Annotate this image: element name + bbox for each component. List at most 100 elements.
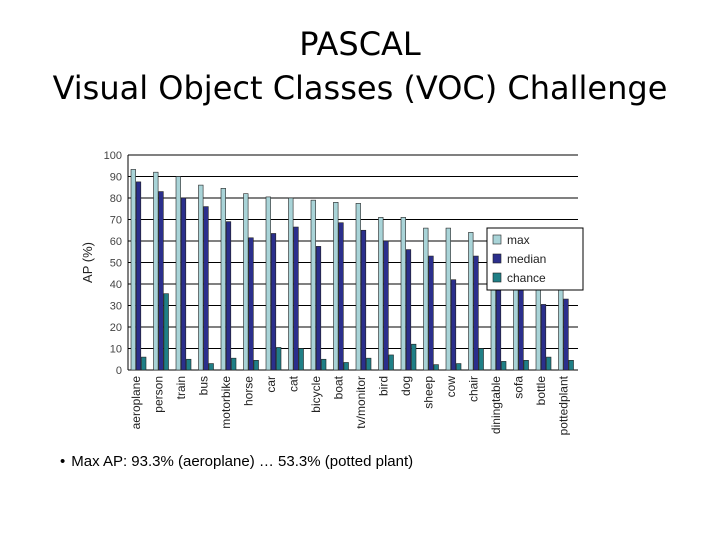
y-tick-label: 50 xyxy=(110,258,122,270)
title-line-1: PASCAL xyxy=(299,25,421,63)
bar-chance xyxy=(478,348,484,371)
bar-chance xyxy=(276,347,282,371)
bar-chance xyxy=(298,348,304,371)
y-axis-label: AP (%) xyxy=(80,242,95,283)
x-tick-label: dog xyxy=(399,376,413,396)
bar-chance xyxy=(568,360,574,371)
bar-median xyxy=(540,304,547,371)
x-tick-label: person xyxy=(151,376,165,413)
bar-chance xyxy=(433,364,439,371)
x-tick-label: bird xyxy=(376,376,390,396)
bar-max xyxy=(333,201,339,371)
x-tick-label: train xyxy=(174,376,188,399)
x-tick-label: car xyxy=(264,376,278,393)
y-tick-label: 20 xyxy=(110,322,122,334)
ap-bar-chart: 0 10 20 30 40 50 60 70 80 90 100 AP (%) aeroplane per… xyxy=(80,150,584,435)
y-tick-label: 80 xyxy=(110,193,122,205)
bar-median xyxy=(158,191,164,371)
bar-chance xyxy=(186,358,192,371)
title-line-2: Visual Object Classes (VOC) Challenge xyxy=(52,69,668,107)
bar-max xyxy=(468,232,474,371)
bar-max xyxy=(288,197,294,371)
y-tick-label: 40 xyxy=(110,279,122,291)
bar-max xyxy=(445,227,451,371)
bar-max xyxy=(265,196,271,371)
bar-chance xyxy=(501,361,507,371)
legend-swatch-median xyxy=(492,253,502,264)
bar-median xyxy=(338,222,344,371)
y-tick-label: 30 xyxy=(110,301,122,313)
bar-median xyxy=(225,221,232,371)
legend-swatch-chance xyxy=(492,272,502,283)
bar-max xyxy=(400,217,406,371)
bar-max xyxy=(423,227,429,371)
x-tick-label: boat xyxy=(331,375,345,399)
bar-median xyxy=(563,298,569,371)
x-tick-label: sheep xyxy=(421,376,435,409)
x-tick-label: horse xyxy=(241,376,255,406)
bar-median xyxy=(450,279,457,371)
x-tick-label: tv/monitor xyxy=(354,376,368,429)
bar-max xyxy=(175,176,181,371)
bullet-text: Max AP: 93.3% (aeroplane) … 53.3% (potte… xyxy=(71,453,414,470)
bar-max xyxy=(220,188,226,371)
bar-chance xyxy=(546,356,552,371)
legend-box xyxy=(486,227,584,291)
bar-median xyxy=(180,197,187,371)
bar-chance xyxy=(388,354,394,371)
x-tick-label: bicycle xyxy=(309,376,323,413)
y-tick-label: 70 xyxy=(110,215,122,227)
bar-median xyxy=(248,237,254,371)
legend-label-chance: chance xyxy=(507,271,546,285)
slide-title: PASCAL Visual Object Classes (VOC) Chall… xyxy=(0,22,720,110)
bar-chance xyxy=(366,357,372,371)
y-tick-label: 10 xyxy=(110,344,122,356)
bar-max xyxy=(153,171,159,371)
bar-chance xyxy=(343,362,349,371)
bar-chance xyxy=(456,363,462,371)
legend-swatch-max xyxy=(492,234,502,245)
x-tick-label: sofa xyxy=(511,376,525,399)
bar-chance xyxy=(411,343,417,371)
bar-max xyxy=(310,199,316,371)
bar-median xyxy=(270,233,277,371)
bar-median xyxy=(315,246,322,371)
bar-chance xyxy=(141,356,147,371)
bar-median xyxy=(473,255,479,371)
bar-median xyxy=(383,240,389,371)
bar-chance xyxy=(321,358,327,371)
x-tick-label: bottle xyxy=(534,376,548,406)
bar-median xyxy=(405,249,412,371)
x-tick-label: chair xyxy=(466,376,480,402)
bar-chance xyxy=(208,363,214,371)
x-tick-label: pottedplant xyxy=(556,375,570,435)
y-tick-label: 90 xyxy=(110,172,122,184)
y-tick-label: 100 xyxy=(104,150,122,162)
bar-max xyxy=(198,184,204,371)
x-tick-label: cow xyxy=(444,376,458,398)
bar-chance xyxy=(253,360,259,371)
y-tick-label: 60 xyxy=(110,236,122,248)
bar-chance xyxy=(163,293,169,371)
bar-median xyxy=(203,206,209,371)
bar-max xyxy=(130,169,136,371)
x-tick-label: aeroplane xyxy=(129,376,143,430)
bar-max xyxy=(378,217,384,371)
bar-chance xyxy=(523,360,529,371)
x-tick-label: diningtable xyxy=(489,376,503,434)
bar-median xyxy=(428,255,434,371)
y-tick-label: 0 xyxy=(116,365,122,377)
bar-median xyxy=(293,226,299,371)
bar-median xyxy=(135,181,142,371)
x-tick-label: cat xyxy=(286,375,300,392)
legend-label-median: median xyxy=(507,252,546,266)
bar-chance xyxy=(231,357,237,371)
bullet-point: • Max AP: 93.3% (aeroplane) … 53.3% (pott… xyxy=(60,453,413,470)
bar-max xyxy=(355,203,361,371)
x-tick-label: motorbike xyxy=(219,376,233,429)
bar-max xyxy=(243,193,249,371)
x-tick-label: bus xyxy=(196,376,210,395)
legend-label-max: max xyxy=(507,233,530,247)
bullet-dot-icon: • xyxy=(60,453,66,470)
bar-median xyxy=(360,229,367,371)
